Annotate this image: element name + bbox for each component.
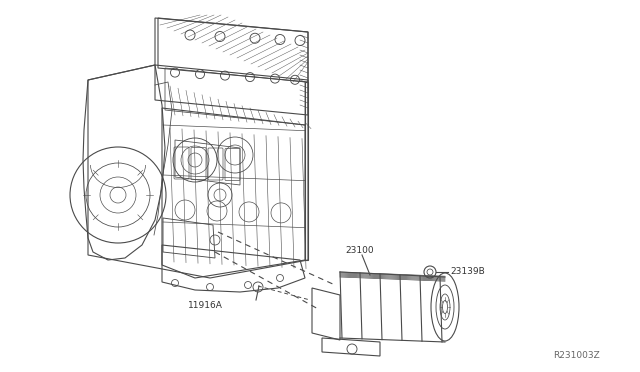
Text: R231003Z: R231003Z <box>553 350 600 359</box>
Text: 23139B: 23139B <box>450 267 484 276</box>
Text: 11916A: 11916A <box>188 301 223 310</box>
Text: 23100: 23100 <box>345 246 374 254</box>
